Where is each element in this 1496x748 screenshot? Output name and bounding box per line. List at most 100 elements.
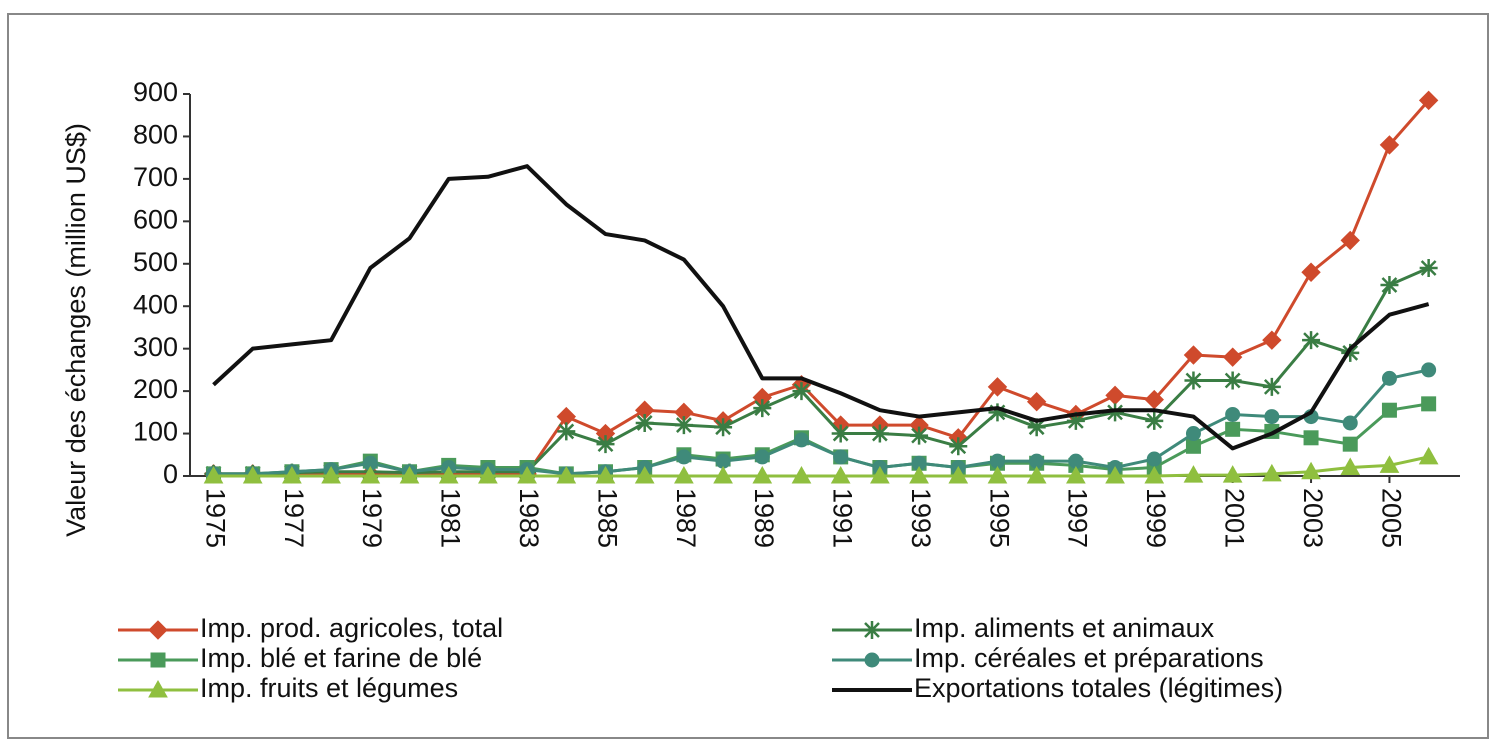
marker: [148, 620, 168, 640]
marker: [1421, 362, 1437, 378]
marker: [793, 432, 809, 448]
marker: [1185, 438, 1201, 454]
y-tick-label: 500: [133, 247, 178, 277]
marker: [1026, 465, 1047, 484]
marker: [1419, 259, 1438, 278]
marker: [595, 465, 616, 484]
marker: [438, 465, 459, 484]
x-tick-label: 1989: [749, 488, 779, 548]
y-tick-label: 400: [133, 289, 178, 319]
x-tick-label: 1983: [514, 488, 544, 548]
marker: [1144, 465, 1165, 484]
legend-entry: Imp. prod. agricoles, total: [118, 613, 503, 643]
marker: [150, 652, 166, 668]
legend-label: Imp. fruits et légumes: [200, 673, 458, 703]
marker: [714, 418, 733, 437]
marker: [674, 416, 693, 435]
marker: [987, 377, 1008, 397]
marker: [203, 465, 224, 484]
marker: [676, 449, 692, 465]
marker: [1340, 230, 1360, 251]
marker: [1225, 406, 1241, 422]
marker: [948, 465, 969, 484]
marker: [1027, 418, 1046, 437]
marker: [399, 465, 420, 484]
marker: [1066, 411, 1085, 430]
marker: [1418, 90, 1439, 111]
x-tick-label: 1985: [592, 488, 622, 548]
marker: [870, 424, 889, 443]
frame: [7, 13, 1489, 739]
x-tick-label: 2003: [1298, 488, 1328, 548]
marker: [556, 465, 577, 484]
marker: [1105, 385, 1125, 406]
marker: [830, 465, 851, 484]
marker: [1381, 370, 1397, 386]
x-tick-label: 1999: [1141, 488, 1171, 548]
marker: [1145, 411, 1164, 430]
marker: [753, 399, 772, 418]
marker: [1380, 276, 1399, 294]
marker: [1222, 347, 1243, 367]
marker: [1379, 135, 1400, 155]
marker: [831, 424, 850, 443]
legend-entry: Imp. céréales et préparations: [832, 643, 1264, 673]
y-axis-label: Valeur des échanges (million US$): [61, 123, 91, 537]
marker: [1225, 421, 1241, 437]
marker: [1183, 345, 1204, 365]
marker: [752, 465, 773, 484]
marker: [754, 449, 770, 465]
legend-entry: Exportations totales (légitimes): [832, 673, 1283, 703]
marker: [870, 465, 890, 484]
marker: [792, 382, 811, 401]
marker: [833, 449, 849, 465]
legend-label: Exportations totales (légitimes): [914, 673, 1283, 703]
marker: [988, 403, 1007, 422]
x-tick-label: 1981: [436, 488, 466, 548]
marker: [360, 465, 381, 484]
marker: [674, 465, 694, 484]
marker: [1105, 465, 1125, 484]
marker: [1342, 415, 1358, 431]
marker: [1146, 451, 1162, 467]
x-tick-label: 1979: [357, 488, 387, 548]
marker: [596, 435, 615, 454]
marker: [863, 621, 881, 639]
marker: [1223, 371, 1242, 390]
marker: [1302, 331, 1321, 350]
marker: [634, 465, 655, 484]
marker: [1342, 436, 1358, 452]
marker: [1301, 461, 1321, 480]
marker: [1222, 465, 1243, 483]
marker: [1184, 371, 1203, 390]
marker: [1341, 343, 1360, 362]
marker: [1421, 396, 1437, 412]
series-line: [212, 164, 1430, 451]
marker: [1303, 430, 1319, 446]
y-tick-label: 200: [133, 374, 178, 404]
marker: [909, 465, 929, 484]
legend-entry: Imp. fruits et légumes: [118, 673, 458, 703]
marker: [713, 465, 733, 484]
marker: [557, 422, 576, 441]
marker: [242, 465, 263, 484]
marker: [1261, 463, 1282, 482]
marker: [478, 465, 498, 484]
x-tick-label: 2001: [1220, 488, 1250, 548]
marker: [949, 437, 968, 456]
marker: [635, 413, 654, 432]
y-tick-label: 700: [133, 162, 178, 192]
marker: [1379, 455, 1400, 473]
x-tick-label: 1997: [1063, 488, 1093, 548]
series-line: [213, 455, 1429, 478]
marker: [1183, 465, 1204, 483]
marker: [791, 465, 812, 484]
marker: [321, 465, 341, 484]
y-tick-label: 0: [163, 459, 178, 489]
marker: [910, 426, 929, 445]
marker: [282, 465, 302, 484]
marker: [1301, 262, 1321, 282]
marker: [1066, 465, 1086, 484]
marker: [1418, 446, 1439, 465]
